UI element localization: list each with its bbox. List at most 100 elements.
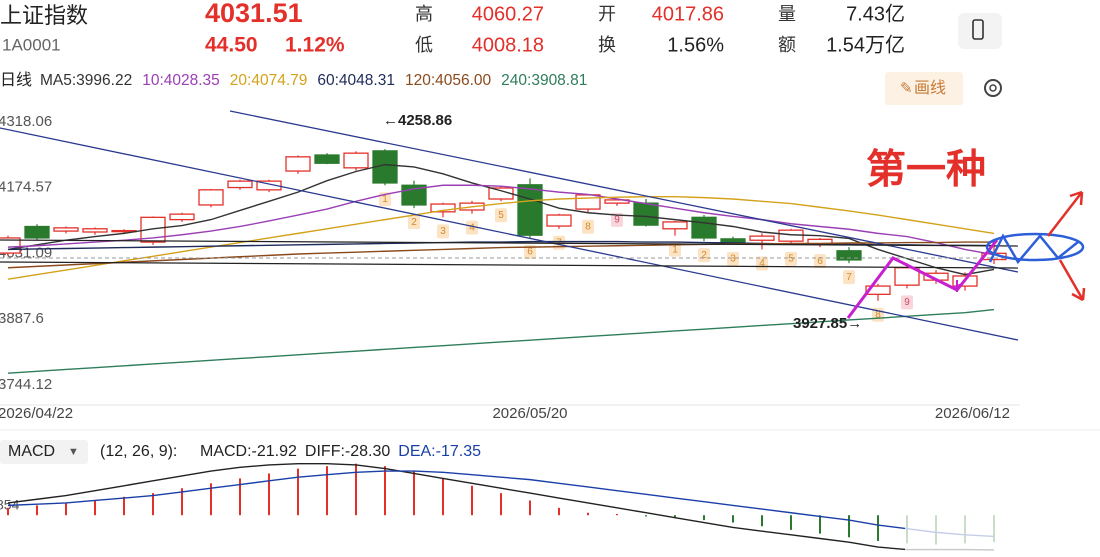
trend-line <box>0 261 1019 269</box>
candle-body <box>836 250 862 261</box>
legend: MA5:3996.22 10:4028.35 20:4074.79 60:4048.3… <box>40 72 587 89</box>
stat-label: 量 <box>778 4 796 24</box>
draw-button-label: 画线 <box>914 79 946 97</box>
candle-body <box>662 221 688 230</box>
period[interactable]: 日线 <box>0 71 32 89</box>
stat-value: 1.54万亿 <box>826 33 905 56</box>
phone-icon <box>972 19 984 40</box>
arrow-down <box>1058 259 1086 302</box>
indicator-params: (12, 26, 9): <box>100 443 177 460</box>
stat-label: 高 <box>415 4 433 24</box>
count-tag <box>669 242 681 257</box>
cross-mark <box>951 280 963 292</box>
y-tick-label: 3744.12 <box>0 376 52 393</box>
legend-entry: MA5:3996.22 <box>40 72 132 89</box>
stat-label: 开 <box>598 4 616 24</box>
count-label: 7 <box>846 272 852 283</box>
count-tag <box>582 219 594 234</box>
indicator-name: MACD <box>8 443 55 460</box>
candle-body <box>169 213 195 221</box>
candle-body <box>314 154 340 164</box>
stat-label: 低 <box>415 35 433 55</box>
index-code: 1A0001 <box>2 35 61 54</box>
count-label: 5 <box>498 210 504 221</box>
candle-body <box>82 228 108 233</box>
count-label: 1 <box>672 244 678 255</box>
annotation: 第一种 <box>866 148 986 192</box>
arrow-up <box>1047 190 1084 237</box>
count-tag <box>611 212 623 227</box>
stat-label: 换 <box>598 35 616 55</box>
stat-value: 4060.27 <box>472 3 544 25</box>
projection-ellipse <box>985 232 1085 262</box>
stat-value: 7.43亿 <box>846 2 905 25</box>
trend-line <box>0 239 1019 247</box>
index-name: 上证指数 <box>0 3 88 28</box>
count-label: 3 <box>730 253 736 264</box>
macd-line <box>7 462 995 551</box>
count-tag <box>466 220 478 235</box>
settings-icon[interactable] <box>984 79 1002 97</box>
candle-body <box>198 189 224 206</box>
icon-button[interactable] <box>958 13 1002 49</box>
count-label: 2 <box>411 217 417 228</box>
annotation: 3927.85→ <box>793 315 862 332</box>
candle-body <box>53 227 79 232</box>
ma-line <box>7 184 995 256</box>
drawings <box>0 110 1086 341</box>
count-tag <box>901 295 913 310</box>
count-label: 2 <box>701 250 707 261</box>
indicator-select[interactable] <box>0 440 88 464</box>
candle-body <box>517 184 543 236</box>
legend-entry: 20:4074.79 <box>230 72 308 89</box>
ma-line <box>7 241 994 269</box>
count-label: 1 <box>382 194 388 205</box>
plot: 4318.064174.574031.093887.63744.122026/0… <box>0 112 1010 422</box>
count-label: 4 <box>469 222 475 233</box>
count-label: 5 <box>788 253 794 264</box>
x-tick-label: 2026/05/20 <box>492 405 567 422</box>
count-tag <box>698 248 710 263</box>
count-tag <box>843 270 855 285</box>
candle-body <box>430 203 456 213</box>
count-tag <box>524 244 536 259</box>
count-label: 8 <box>875 309 881 320</box>
candle-body <box>691 216 717 239</box>
candle-body <box>256 180 282 191</box>
count-label: 9 <box>904 297 910 308</box>
stat-value: 4017.86 <box>652 3 724 25</box>
ma-line <box>7 163 995 276</box>
count-label: 6 <box>817 256 823 267</box>
stat-label: 额 <box>778 35 796 55</box>
candle-body <box>285 156 311 172</box>
count-tag <box>495 208 507 223</box>
projection-path <box>846 239 999 319</box>
count-label: 9 <box>614 215 620 226</box>
candle-body <box>24 225 50 239</box>
candle-body <box>633 202 659 226</box>
candle-body <box>546 214 572 227</box>
settings-icon-center <box>989 84 997 92</box>
legend-entry: 240:3908.81 <box>501 72 587 89</box>
legend-entry: 60:4048.31 <box>317 72 395 89</box>
draw-button[interactable] <box>885 72 963 105</box>
candle-body <box>865 285 891 295</box>
dropdown-caret: ▼ <box>68 446 79 458</box>
ma-line <box>7 240 995 251</box>
count-tag <box>785 251 797 266</box>
y-tick-label: 3887.6 <box>0 310 44 327</box>
count-label: 6 <box>527 247 533 258</box>
x-tick-label: 2026/04/22 <box>0 405 73 422</box>
projection-zigzag <box>988 233 1079 265</box>
y-tick-label: 4174.57 <box>0 179 52 196</box>
count-label: 3 <box>440 226 446 237</box>
count-label: 8 <box>585 221 591 232</box>
count-tag <box>437 224 449 239</box>
change: 44.50 <box>205 34 258 57</box>
macd-line <box>7 470 995 538</box>
legend-entry: MACD:-21.92 <box>200 443 297 460</box>
legend-entry: 10:4028.35 <box>142 72 220 89</box>
candle-body <box>343 152 369 169</box>
